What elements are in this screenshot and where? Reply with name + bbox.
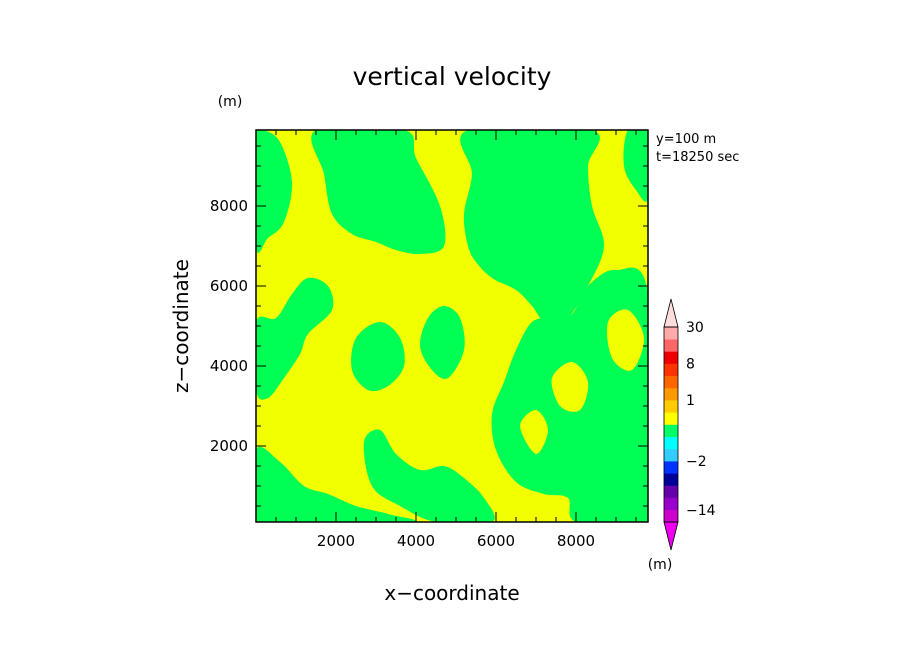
colorbar: 30 8 1 −2 −14 bbox=[663, 298, 716, 551]
colorbar-label: −14 bbox=[686, 503, 716, 519]
x-tick-label: 6000 bbox=[477, 532, 515, 550]
chart-title: vertical velocity bbox=[353, 62, 552, 91]
colorbar-band bbox=[664, 387, 678, 401]
green-region-left-middle bbox=[256, 277, 334, 400]
colorbar-label: −2 bbox=[686, 454, 707, 470]
x-tick-label: 8000 bbox=[557, 532, 595, 550]
y-axis-label: z−coordinate bbox=[169, 259, 193, 393]
colorbar-band bbox=[664, 339, 678, 352]
colorbar-band bbox=[664, 509, 678, 523]
y-tick-label: 2000 bbox=[210, 437, 248, 455]
colorbar-label: 8 bbox=[686, 357, 695, 373]
positive-velocity-islands bbox=[520, 309, 645, 455]
colorbar-band bbox=[664, 485, 678, 498]
colorbar-band bbox=[664, 473, 678, 486]
colorbar-over-triangle bbox=[663, 298, 679, 328]
green-region-center-lower bbox=[363, 429, 495, 522]
y-tick-label: 8000 bbox=[210, 197, 248, 215]
y-tick-label: 4000 bbox=[210, 357, 248, 375]
plot-area bbox=[256, 130, 648, 522]
y-unit-label: (m) bbox=[218, 94, 243, 110]
green-region-upper-center-right bbox=[460, 130, 605, 327]
yellow-island-right-yellow-1 bbox=[551, 361, 589, 412]
colorbar-band bbox=[664, 400, 678, 413]
annotation-time: t=18250 sec bbox=[656, 150, 739, 165]
x-tick-label: 4000 bbox=[397, 532, 435, 550]
colorbar-band bbox=[664, 327, 678, 340]
green-region-center-blob-2 bbox=[419, 306, 465, 379]
y-axis-ticks: 2000 4000 6000 8000 bbox=[210, 145, 648, 507]
colorbar-band bbox=[664, 363, 678, 377]
yellow-island-right-yellow-2 bbox=[606, 309, 645, 371]
colorbar-under-triangle bbox=[663, 521, 679, 551]
colorbar-label: 30 bbox=[686, 320, 704, 336]
y-tick-label: 6000 bbox=[210, 277, 248, 295]
colorbar-unit-label: (m) bbox=[648, 557, 673, 573]
colorbar-band bbox=[664, 448, 678, 462]
green-region-lower-right-island bbox=[599, 430, 633, 481]
green-region-upper-right bbox=[623, 130, 648, 202]
colorbar-frame bbox=[663, 326, 679, 523]
x-axis-ticks: 2000 4000 6000 8000 bbox=[275, 130, 637, 550]
colorbar-band bbox=[664, 497, 678, 511]
colorbar-band bbox=[664, 351, 678, 364]
colorbar-band bbox=[664, 424, 678, 437]
green-region-center-blob bbox=[351, 322, 405, 392]
x-axis-label: x−coordinate bbox=[384, 581, 519, 605]
annotation-y: y=100 m bbox=[656, 132, 716, 147]
colorbar-band bbox=[664, 412, 678, 425]
green-region-upper-left-strip bbox=[256, 130, 293, 253]
colorbar-band bbox=[664, 375, 678, 389]
green-region-left-lower bbox=[256, 446, 416, 522]
x-tick-label: 2000 bbox=[317, 532, 355, 550]
colorbar-label: 1 bbox=[686, 393, 695, 409]
colorbar-band bbox=[664, 461, 678, 474]
green-region-upper-center-left bbox=[311, 130, 446, 255]
yellow-island-right-yellow-3 bbox=[520, 409, 548, 455]
colorbar-band bbox=[664, 436, 678, 450]
